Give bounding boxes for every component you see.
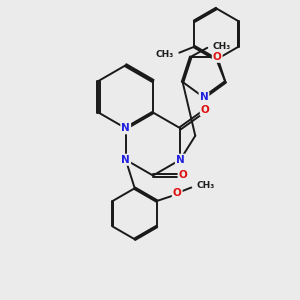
- Text: O: O: [173, 188, 182, 198]
- Text: N: N: [200, 92, 208, 103]
- Text: N: N: [121, 155, 130, 165]
- Text: CH₃: CH₃: [156, 50, 174, 59]
- Text: CH₃: CH₃: [213, 42, 231, 51]
- Text: O: O: [201, 105, 210, 115]
- Text: N: N: [121, 123, 130, 133]
- Text: O: O: [178, 170, 188, 181]
- Text: CH₃: CH₃: [197, 182, 215, 190]
- Text: N: N: [176, 155, 185, 165]
- Text: O: O: [213, 52, 222, 62]
